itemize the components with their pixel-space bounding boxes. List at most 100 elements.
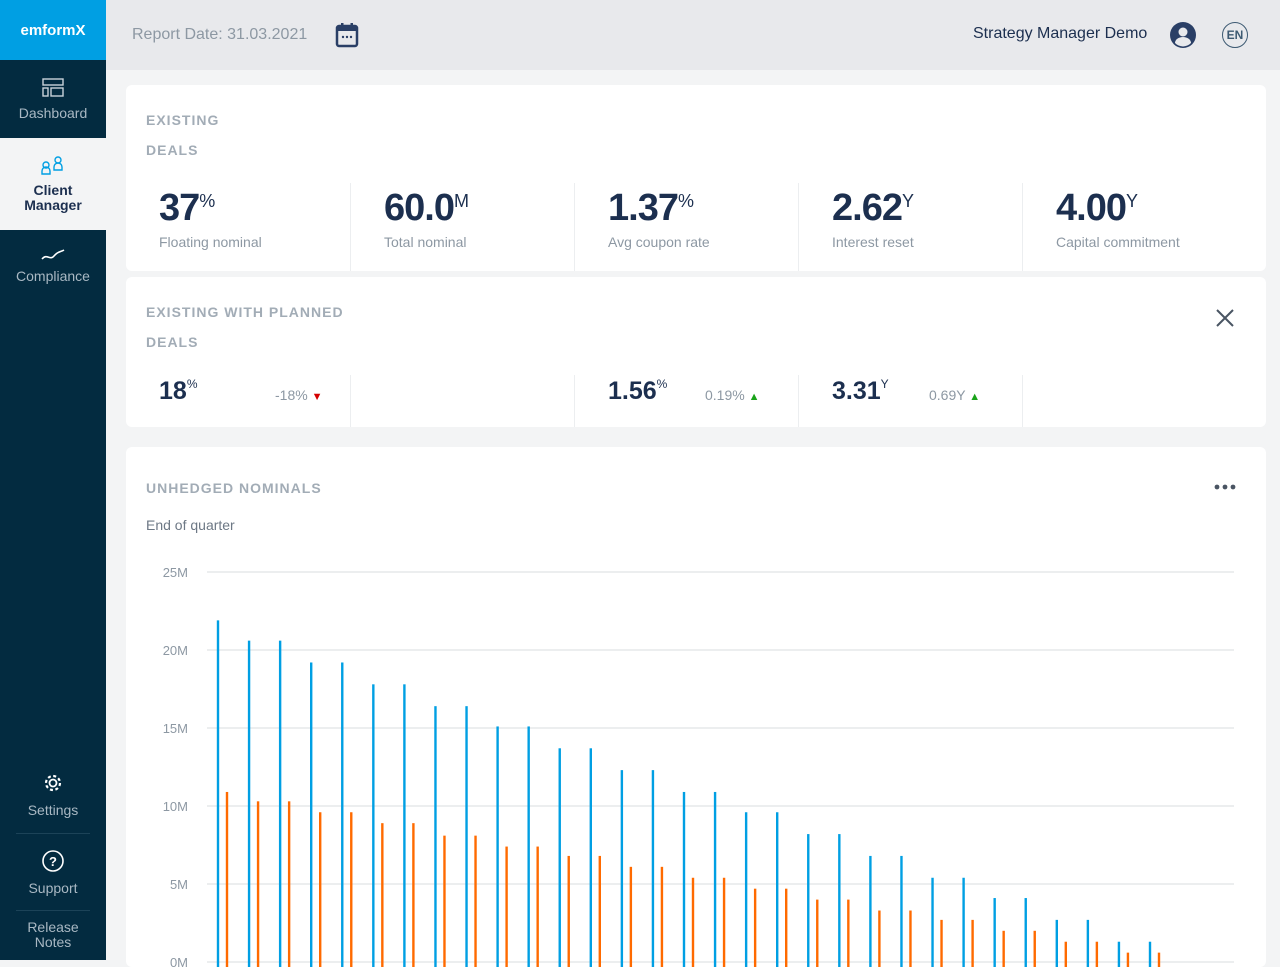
bar-series2[interactable] — [381, 823, 384, 967]
bar-series2[interactable] — [753, 888, 757, 967]
wave-icon — [41, 248, 65, 260]
bar-series1[interactable] — [1148, 941, 1152, 967]
question-icon: ? — [42, 849, 64, 872]
bar-series2[interactable] — [971, 919, 974, 967]
calendar-icon[interactable] — [335, 22, 359, 48]
bar-series1[interactable] — [310, 662, 313, 967]
bar-series1[interactable] — [527, 726, 530, 967]
logo[interactable]: emformX — [0, 0, 106, 60]
bar-series2[interactable] — [629, 866, 633, 967]
close-icon[interactable] — [1216, 309, 1234, 327]
y-tick-label: 20M — [163, 643, 188, 658]
bar-series1[interactable] — [682, 791, 686, 967]
unhedged-nominals-card: UNHEDGED NOMINALS End of quarter 0M 5M 10M… — [126, 447, 1266, 967]
kpi-value: 4.00Y — [1056, 187, 1138, 229]
bar-series2[interactable] — [1064, 941, 1067, 967]
bar-series2[interactable] — [940, 919, 943, 967]
bar-series2[interactable] — [505, 846, 508, 967]
kpi-tile — [1022, 375, 1246, 427]
kpi-label: Floating nominal — [159, 234, 262, 250]
user-name[interactable]: Strategy Manager Demo — [973, 25, 1148, 42]
bar-series2[interactable] — [1002, 930, 1005, 967]
kpi-tile: 1.37% Avg coupon rate — [574, 183, 798, 271]
bar-series2[interactable] — [847, 899, 850, 967]
bar-series2[interactable] — [350, 812, 353, 967]
bar-series2[interactable] — [474, 835, 477, 967]
bar-series1[interactable] — [341, 662, 344, 967]
kpi-value: 3.31Y — [832, 377, 889, 405]
bar-series2[interactable] — [443, 835, 446, 967]
sidebar-item-release-notes[interactable]: Release Notes — [27, 919, 79, 950]
user-avatar-icon[interactable] — [1170, 22, 1196, 48]
kpi-delta: 0.19% ▲ — [705, 387, 760, 403]
bar-series2[interactable] — [225, 791, 229, 967]
bar-series1[interactable] — [403, 684, 406, 967]
bar-series1[interactable] — [1086, 919, 1090, 967]
y-tick-label: 25M — [163, 565, 188, 580]
bar-series2[interactable] — [1095, 941, 1099, 967]
bar-series2[interactable] — [785, 888, 788, 967]
bar-series2[interactable] — [691, 877, 695, 967]
kpi-label: Interest reset — [832, 234, 914, 250]
bar-series2[interactable] — [1033, 930, 1036, 967]
bar-series2[interactable] — [722, 877, 726, 967]
bar-series2[interactable] — [256, 801, 260, 967]
bar-series1[interactable] — [713, 791, 717, 967]
kpi-delta: 0.69Y ▲ — [929, 387, 981, 403]
bar-series2[interactable] — [567, 855, 570, 967]
bar-series1[interactable] — [589, 748, 592, 967]
bar-series2[interactable] — [878, 910, 881, 967]
bar-series1[interactable] — [620, 770, 624, 967]
bar-series1[interactable] — [931, 877, 934, 967]
kpi-tile: 37% Floating nominal — [126, 183, 350, 271]
bar-series1[interactable] — [900, 855, 903, 967]
bar-series1[interactable] — [962, 877, 965, 967]
gear-icon — [44, 774, 62, 791]
bar-series2[interactable] — [660, 866, 664, 967]
kpi-value: 1.37% — [608, 187, 694, 229]
bar-series1[interactable] — [558, 748, 561, 967]
header: Report Date: 31.03.2021 Strategy Manager… — [106, 0, 1280, 70]
sidebar-item-compliance[interactable]: Compliance — [0, 230, 106, 302]
bar-series1[interactable] — [247, 640, 251, 967]
bar-series2[interactable] — [412, 823, 415, 967]
kpi-value: 60.0M — [384, 187, 469, 229]
bar-series1[interactable] — [496, 726, 499, 967]
kpi-value: 2.62Y — [832, 187, 914, 229]
bar-series1[interactable] — [744, 812, 748, 967]
bar-series1[interactable] — [869, 855, 872, 967]
bar-series1[interactable] — [216, 620, 220, 967]
bar-series1[interactable] — [372, 684, 375, 967]
y-tick-label: 5M — [170, 877, 188, 892]
kpi-value: 37% — [159, 187, 215, 229]
bar-series1[interactable] — [1055, 919, 1058, 967]
kpi-delta: -18% ▼ — [275, 387, 323, 403]
bar-series1[interactable] — [1024, 898, 1027, 967]
bar-series2[interactable] — [909, 910, 912, 967]
sidebar-item-support[interactable]: ? Support — [0, 834, 106, 910]
report-date: Report Date: 31.03.2021 — [132, 26, 308, 43]
language-button[interactable]: EN — [1222, 22, 1248, 48]
bar-series1[interactable] — [993, 898, 996, 967]
sidebar-item-dashboard[interactable]: Dashboard — [0, 60, 106, 138]
bar-series1[interactable] — [434, 706, 437, 967]
bar-series2[interactable] — [816, 899, 819, 967]
sidebar-item-settings[interactable]: Settings — [0, 755, 106, 833]
bar-series1[interactable] — [776, 812, 779, 967]
sidebar: emformX Dashboard Client Manager Complia… — [0, 0, 106, 960]
more-options-icon[interactable] — [1214, 484, 1236, 490]
bar-series2[interactable] — [598, 855, 601, 967]
bar-series1[interactable] — [838, 834, 841, 967]
kpi-label: Capital commitment — [1056, 234, 1180, 250]
arrow-down-icon: ▼ — [311, 391, 323, 403]
bar-series1[interactable] — [807, 834, 810, 967]
bar-series2[interactable] — [536, 846, 539, 967]
bar-series1[interactable] — [278, 640, 282, 967]
bar-series1[interactable] — [1117, 941, 1121, 967]
bar-series1[interactable] — [651, 770, 655, 967]
sidebar-item-client-manager[interactable]: Client Manager — [0, 138, 106, 230]
bar-series2[interactable] — [287, 801, 291, 967]
bar-series2[interactable] — [319, 812, 322, 967]
kpi-tile: 3.31Y 0.69Y ▲ — [798, 375, 1022, 427]
bar-series1[interactable] — [465, 706, 468, 967]
